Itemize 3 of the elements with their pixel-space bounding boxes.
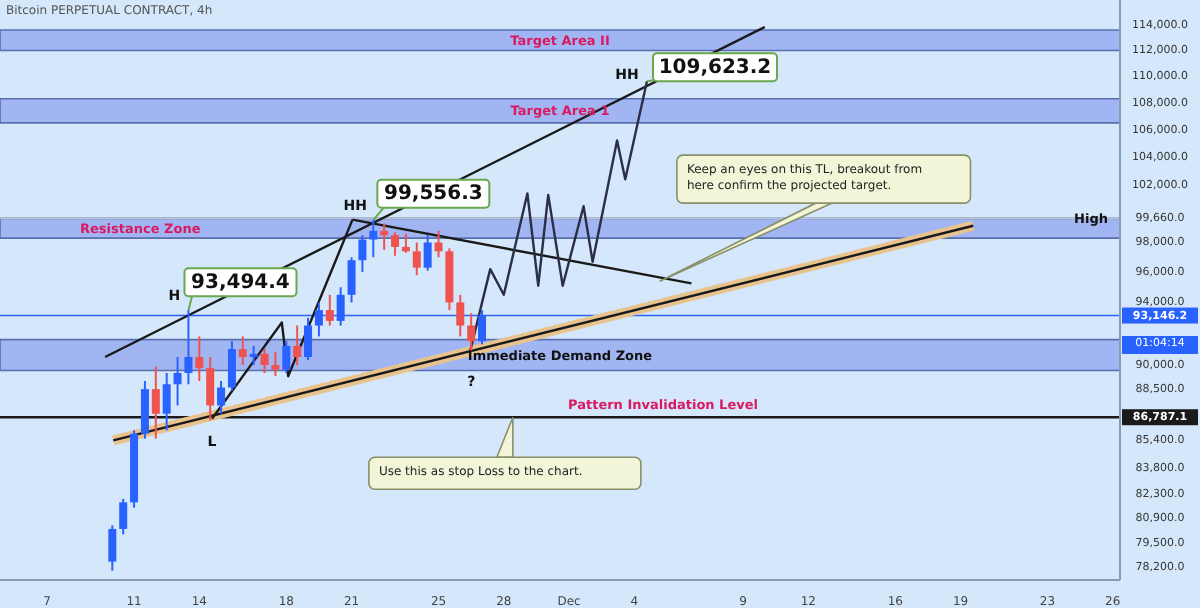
annotation: 93,494.4 — [191, 271, 290, 294]
annotation: 99,556.3 — [383, 183, 483, 206]
annotation: 109,623.2 — [658, 56, 772, 79]
